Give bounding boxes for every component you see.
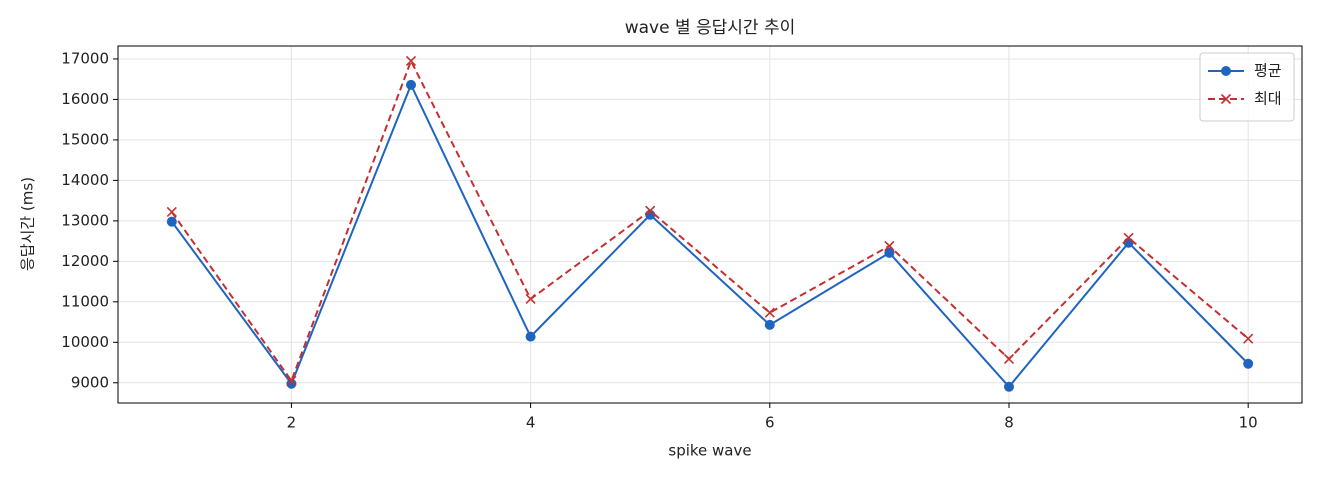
- y-tick-label: 16000: [61, 90, 109, 108]
- marker: [1243, 358, 1254, 369]
- y-tick-label: 11000: [61, 292, 109, 310]
- marker: [1003, 381, 1014, 392]
- marker: [645, 205, 656, 216]
- marker: [1221, 66, 1231, 76]
- marker: [525, 293, 536, 305]
- marker: [166, 206, 177, 218]
- marker: [764, 307, 775, 318]
- marker: [166, 216, 177, 227]
- y-tick-label: 10000: [61, 333, 109, 351]
- series-line: [171, 82, 1249, 389]
- x-tick-label: 10: [1239, 414, 1258, 432]
- y-tick-label: 12000: [61, 252, 109, 270]
- y-tick-label: 14000: [61, 171, 109, 189]
- y-tick-label: 13000: [61, 211, 109, 229]
- plot-frame: [117, 45, 1303, 404]
- x-tick-label: 2: [287, 414, 297, 432]
- marker: [1123, 232, 1134, 243]
- legend-label: 최대: [1254, 90, 1282, 108]
- y-tick-label: 15000: [61, 130, 109, 148]
- marker: [764, 319, 775, 330]
- x-tick-label: 4: [526, 414, 536, 432]
- y-tick-label: 9000: [71, 373, 109, 391]
- marker: [1243, 333, 1254, 344]
- y-axis-label: 응답시간 (ms): [19, 177, 37, 271]
- marker: [1220, 93, 1232, 105]
- x-tick-label: 6: [765, 414, 775, 432]
- marker: [286, 375, 297, 386]
- marker: [406, 79, 417, 90]
- legend-label: 평균: [1254, 62, 1282, 80]
- chart-title: wave 별 응답시간 추이: [625, 18, 796, 38]
- marker: [286, 378, 297, 389]
- y-tick-label: 17000: [61, 49, 109, 67]
- marker: [884, 240, 895, 252]
- marker: [405, 55, 417, 67]
- x-axis-label: spike wave: [668, 442, 751, 460]
- series-line: [171, 58, 1249, 383]
- marker: [884, 247, 895, 258]
- marker: [1003, 353, 1015, 364]
- marker: [525, 331, 536, 342]
- x-tick-label: 8: [1004, 414, 1014, 432]
